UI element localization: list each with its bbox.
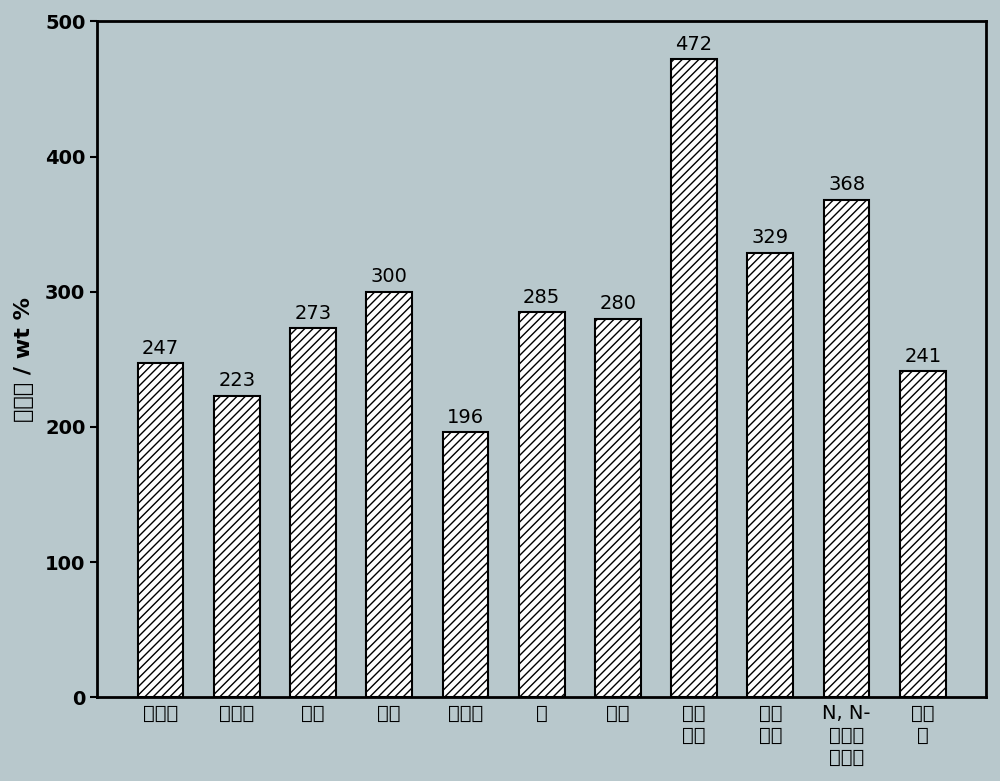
Bar [671,59,717,697]
Bar [519,312,565,697]
Text: 285: 285 [523,287,560,307]
Bar [366,291,412,697]
Bar [443,432,488,697]
Text: 196: 196 [447,408,484,427]
Text: 241: 241 [904,347,941,366]
Bar [747,252,793,697]
Bar [900,372,946,697]
Text: 223: 223 [218,371,255,390]
Text: 247: 247 [142,339,179,358]
Bar [595,319,641,697]
Text: 329: 329 [752,228,789,247]
Text: 273: 273 [294,304,331,323]
Bar [824,200,869,697]
Bar [214,396,260,697]
Text: 300: 300 [371,267,408,287]
Bar [138,363,183,697]
Text: 368: 368 [828,176,865,194]
Y-axis label: 吸附量 / wt %: 吸附量 / wt % [14,297,34,422]
Text: 280: 280 [599,294,636,313]
Bar [290,328,336,697]
Text: 472: 472 [676,35,713,54]
